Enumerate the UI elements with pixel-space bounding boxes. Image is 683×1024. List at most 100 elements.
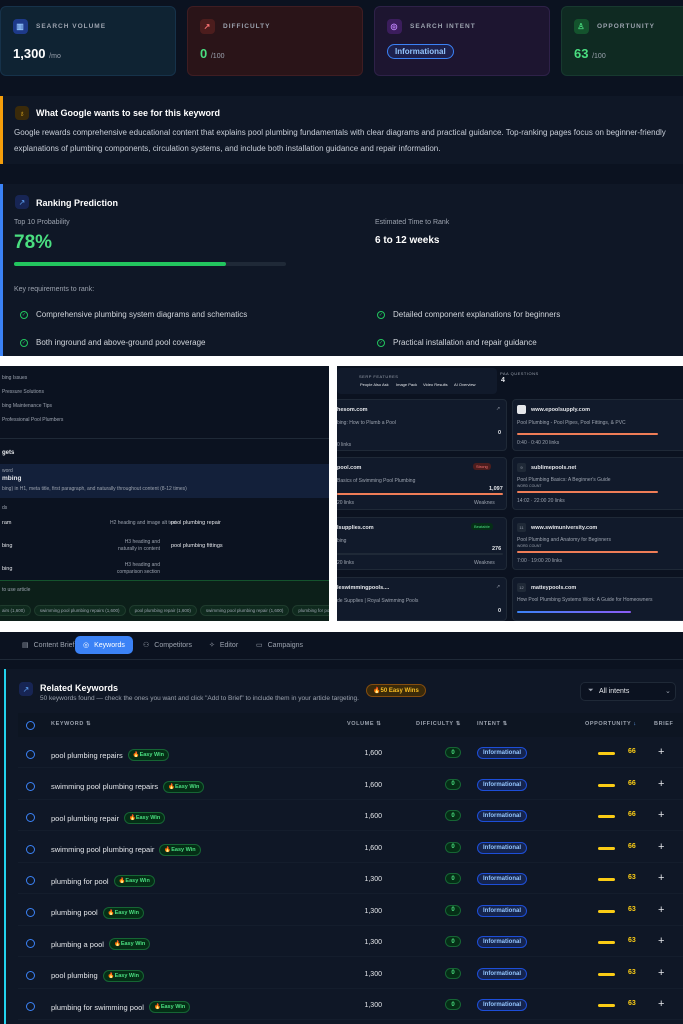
row-select-radio[interactable] bbox=[26, 970, 35, 980]
tab-content-brief[interactable]: ▤ Content Brief bbox=[14, 636, 82, 654]
add-to-brief-button[interactable]: + bbox=[658, 903, 665, 916]
competitor-card[interactable]: www.epoolsupply.com Pool Plumbing - Pool… bbox=[512, 399, 683, 451]
table-row[interactable]: swimming pool plumbing repairs 🔥Easy Win 1… bbox=[18, 769, 683, 800]
easy-win-text: Easy Win bbox=[139, 752, 164, 758]
probability-bar-fill bbox=[14, 262, 227, 266]
competitor-card[interactable]: 12 matteypools.com How Pool Plumbing Sys… bbox=[512, 577, 683, 621]
row-select-radio[interactable] bbox=[26, 813, 35, 822]
column-label: KEYWORD bbox=[51, 721, 84, 727]
metric-value: 1,300 bbox=[13, 46, 46, 61]
competitor-card[interactable]: hesom.com ↗ bing: How to Plumb a Pool 0 … bbox=[337, 399, 507, 451]
weakness-toggle[interactable]: Weaknes bbox=[474, 560, 495, 566]
keyword-chip[interactable]: pool plumbing repair (1,600) bbox=[128, 605, 197, 616]
metric-label: SEARCH VOLUME bbox=[36, 23, 107, 30]
content-brief-crop: bing Issues Pressure Solutions bing Main… bbox=[0, 366, 329, 621]
metric-card-search-volume: ▥ SEARCH VOLUME 1,300 /mo bbox=[0, 6, 176, 76]
row-select-radio[interactable] bbox=[26, 1002, 35, 1011]
word-count-bar bbox=[517, 611, 631, 613]
tab-competitors[interactable]: ⚇ Competitors bbox=[135, 636, 200, 654]
table-row[interactable]: swimming pool plumbing repair 🔥Easy Win 1,… bbox=[18, 832, 683, 863]
select-all-radio[interactable] bbox=[26, 721, 35, 730]
intent-filter-select[interactable]: ⏷ All intents ⌄ bbox=[580, 682, 676, 701]
row-select-radio[interactable] bbox=[26, 844, 35, 854]
table-row[interactable]: plumbing a pool 🔥Easy Win 1,300 0 Informatio… bbox=[18, 926, 683, 957]
competitor-card[interactable]: pool.com Strong Basics of Swimming Pool … bbox=[337, 457, 507, 510]
competitor-title: bing: How to Plumb a Pool bbox=[337, 420, 396, 426]
section-heading: gets bbox=[2, 450, 15, 456]
add-to-brief-button[interactable]: + bbox=[658, 966, 665, 979]
external-link-icon[interactable]: ↗ bbox=[496, 584, 501, 590]
easy-wins-badge: 🔥50 Easy Wins bbox=[366, 684, 426, 697]
table-row[interactable]: plumbing for swimming pool 🔥Easy Win 1,300… bbox=[18, 989, 683, 1020]
target-icon: ◎ bbox=[83, 642, 90, 649]
easy-win-text: Easy Win bbox=[135, 815, 161, 821]
easy-win-badge: 🔥Easy Win bbox=[123, 812, 166, 824]
check-circle-icon: ✓ bbox=[377, 338, 385, 347]
competitor-card[interactable]: lsupplies.com Beatable bing 276 20 links… bbox=[337, 517, 507, 570]
row-select-radio[interactable] bbox=[26, 907, 35, 917]
external-link-icon[interactable]: ↗ bbox=[496, 406, 501, 412]
add-to-brief-button[interactable]: + bbox=[658, 998, 665, 1010]
tab-editor[interactable]: ✧ Editor bbox=[201, 636, 246, 654]
weakness-toggle[interactable]: Weaknes bbox=[474, 500, 495, 506]
table-row[interactable]: pool plumbing repair 🔥Easy Win 1,600 0 Infor… bbox=[18, 800, 683, 831]
competitor-meta: 20 links bbox=[337, 560, 354, 566]
opportunity-score: 63 bbox=[628, 905, 636, 913]
volume-cell: 1,300 bbox=[364, 970, 382, 978]
requirement-text: Comprehensive plumbing system diagrams a… bbox=[36, 310, 248, 319]
opportunity-bar bbox=[598, 752, 615, 755]
competitor-card[interactable]: 11 www.swimuniversity.com Pool Plumbing … bbox=[512, 517, 683, 570]
column-opportunity[interactable]: OPPORTUNITY ↓ bbox=[585, 721, 637, 727]
keyword-chip[interactable]: swimming pool plumbing repair (1,600) bbox=[199, 605, 290, 616]
add-to-brief-button[interactable]: + bbox=[658, 809, 665, 821]
row-select-radio[interactable] bbox=[26, 781, 35, 791]
tab-keywords[interactable]: ◎ Keywords bbox=[75, 636, 133, 654]
table-row[interactable]: pool plumbing 🔥Easy Win 1,300 0 Informationa… bbox=[18, 958, 683, 989]
competitor-card[interactable]: 9 sublimepools.net Pool Plumbing Basics:… bbox=[512, 457, 683, 510]
add-to-brief-button[interactable]: + bbox=[658, 840, 665, 853]
easy-win-text: Easy Win bbox=[120, 941, 146, 947]
related-keywords-title: Related Keywords bbox=[40, 683, 119, 693]
add-to-brief-button[interactable]: + bbox=[658, 746, 665, 758]
column-label: OPPORTUNITY bbox=[585, 721, 632, 727]
intent-badge: Informational bbox=[477, 747, 528, 759]
column-keyword[interactable]: KEYWORD ⇅ bbox=[51, 721, 92, 727]
probability-value: 78% bbox=[14, 232, 53, 253]
keyword-chip[interactable]: airs (1,600) bbox=[0, 605, 31, 616]
table-row[interactable]: pool plumbing repairs 🔥Easy Win 1,600 0 Info… bbox=[18, 737, 683, 768]
competitor-title: de Supplies | Royal Swimming Pools bbox=[337, 598, 419, 604]
check-circle-icon: ✓ bbox=[20, 310, 28, 319]
column-volume[interactable]: VOLUME ⇅ bbox=[347, 721, 382, 727]
paa-label: PAA QUESTIONS bbox=[500, 371, 539, 376]
competitor-site: leswimmingpools.... bbox=[337, 585, 390, 591]
tab-campaigns[interactable]: ▭ Campaigns bbox=[248, 636, 311, 654]
requirement-text: Both inground and above-ground pool cove… bbox=[36, 338, 206, 347]
row-select-radio[interactable] bbox=[26, 876, 35, 885]
add-to-brief-button[interactable]: + bbox=[658, 777, 665, 790]
metric-unit: /mo bbox=[49, 53, 61, 60]
primary-keyword-box: word mbing bing) in H1, meta title, firs… bbox=[0, 464, 329, 498]
competitor-card[interactable]: leswimmingpools.... ↗ de Supplies | Roya… bbox=[337, 577, 507, 621]
difficulty-badge: 0 bbox=[445, 747, 461, 758]
row-select-radio[interactable] bbox=[26, 750, 35, 759]
secondary-row: ram bbox=[2, 520, 12, 526]
add-to-brief-button[interactable]: + bbox=[658, 935, 665, 947]
intent-badge: Informational bbox=[477, 810, 528, 822]
column-label: INTENT bbox=[477, 721, 501, 727]
keyword-cell: pool plumbing 🔥Easy Win bbox=[51, 969, 144, 982]
keyword-chip[interactable]: plumbing for pool (1,300) bbox=[292, 605, 329, 616]
row-select-radio[interactable] bbox=[26, 939, 35, 948]
column-intent[interactable]: INTENT ⇅ bbox=[477, 721, 508, 727]
users-icon: ⚇ bbox=[143, 642, 150, 649]
opportunity-bar bbox=[598, 878, 615, 881]
opportunity-score: 63 bbox=[628, 968, 636, 976]
opportunity-bar bbox=[598, 815, 615, 818]
keyword-chip[interactable]: swimming pool plumbing repairs (1,600) bbox=[33, 605, 126, 616]
competitor-site: www.swimuniversity.com bbox=[531, 525, 598, 531]
column-difficulty[interactable]: DIFFICULTY ⇅ bbox=[416, 721, 461, 727]
table-row[interactable]: plumbing for pool 🔥Easy Win 1,300 0 Informat… bbox=[18, 863, 683, 894]
tab-label: Campaigns bbox=[267, 641, 304, 649]
google-insight-text-1: Google rewards comprehensive educational… bbox=[14, 128, 666, 137]
table-row[interactable]: plumbing pool 🔥Easy Win 1,300 0 Informationa… bbox=[18, 895, 683, 926]
add-to-brief-button[interactable]: + bbox=[658, 872, 665, 884]
